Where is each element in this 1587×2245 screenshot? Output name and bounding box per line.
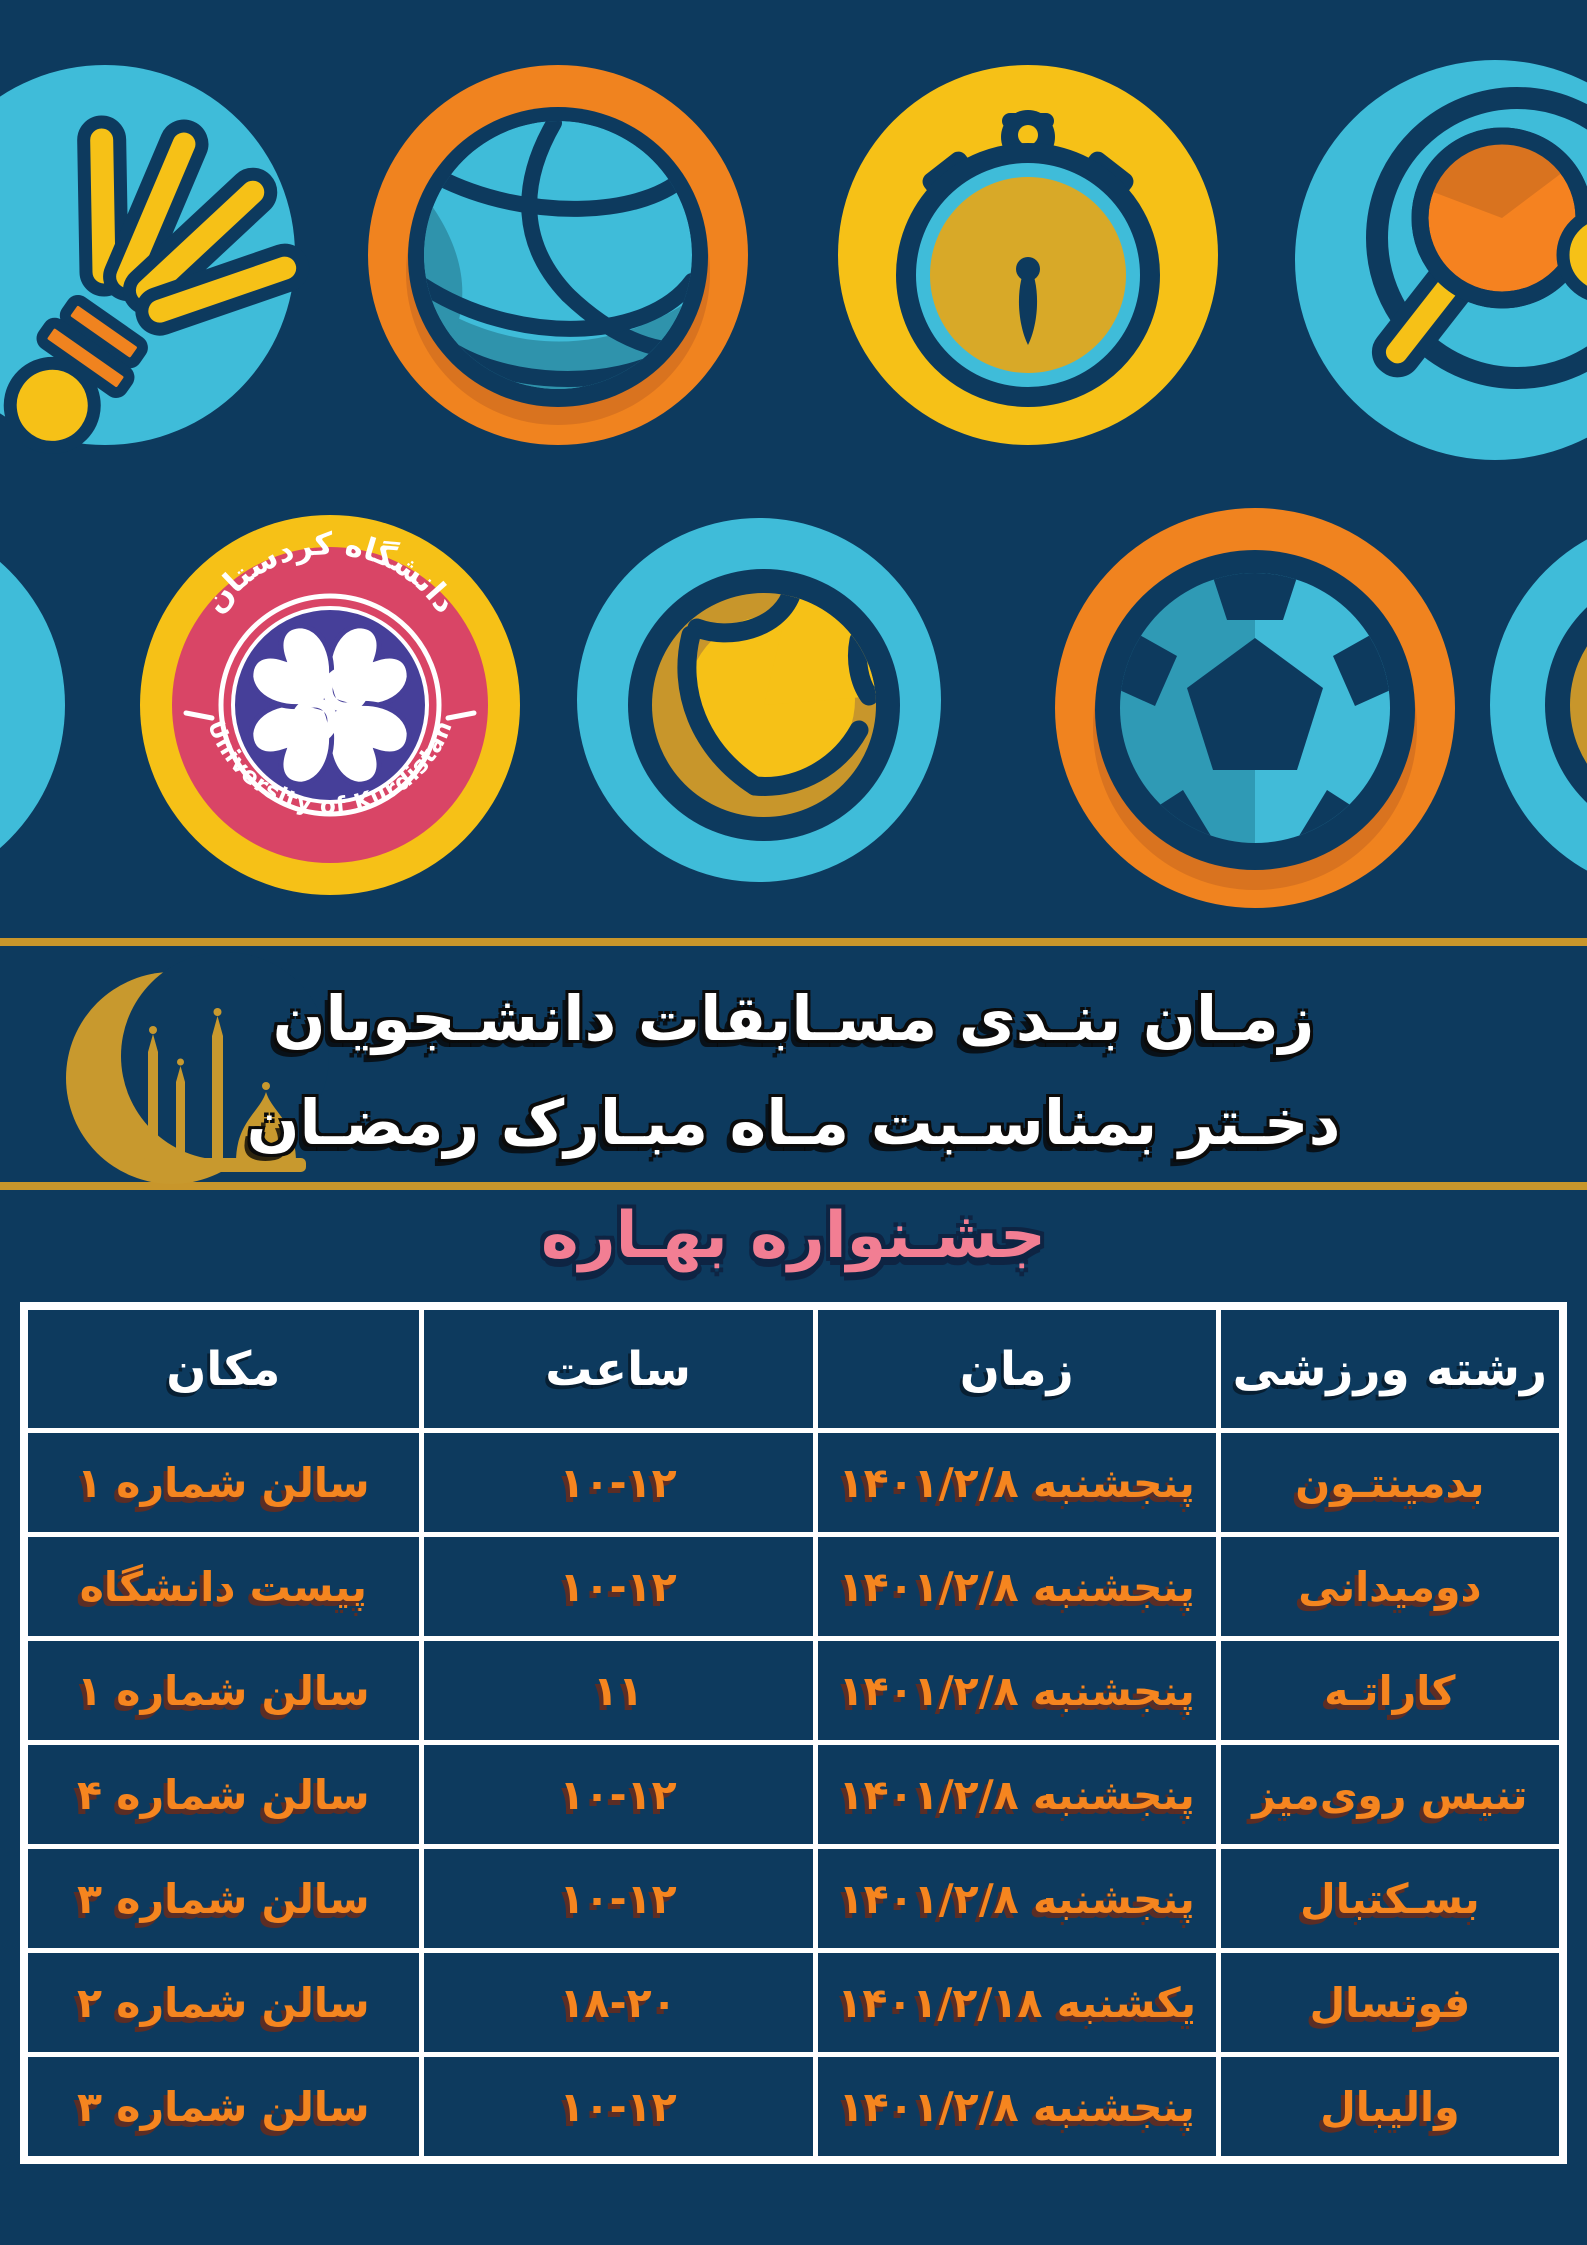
cell-time: ۱۰-۱۲ [418, 1532, 818, 1641]
cell-sport: دومیدانی [1215, 1532, 1566, 1641]
column-header-sport: رشته ورزشی [1215, 1303, 1566, 1433]
football-icon [1055, 508, 1455, 908]
cell-sport: تنیس روی‌میز [1215, 1740, 1566, 1849]
cell-sport: کاراتـه [1215, 1636, 1566, 1745]
table-row: بسـکتبال پنجشنبه ۱۴۰۱/۲/۸ ۱۰-۱۲ سالن شما… [21, 1844, 1566, 1953]
badminton-shuttlecock-icon [0, 65, 310, 454]
schedule-table: رشته ورزشی زمان ساعت مکان بدمینتـون پنجش… [20, 1302, 1567, 2164]
cell-time: ۱۰-۱۲ [418, 2052, 818, 2163]
cell-place: سالن شماره ۱ [21, 1636, 424, 1745]
cell-place: پیست دانشگاه [21, 1532, 424, 1641]
cell-sport: فوتسال [1215, 1948, 1566, 2057]
cell-date: پنجشنبه ۱۴۰۱/۲/۸ [812, 1636, 1221, 1745]
banner-top-rule [0, 938, 1587, 946]
banner-bottom-rule [0, 1182, 1587, 1190]
cell-place: سالن شماره ۳ [21, 2052, 424, 2163]
tennis-ball-icon [577, 518, 941, 882]
table-row: والیبال پنجشنبه ۱۴۰۱/۲/۸ ۱۰-۱۲ سالن شمار… [21, 2052, 1566, 2163]
cell-date: پنجشنبه ۱۴۰۱/۲/۸ [812, 1844, 1221, 1953]
cell-sport: بسـکتبال [1215, 1844, 1566, 1953]
cell-place: سالن شماره ۱ [21, 1428, 424, 1537]
table-header-row: رشته ورزشی زمان ساعت مکان [21, 1303, 1566, 1433]
table-row: تنیس روی‌میز پنجشنبه ۱۴۰۱/۲/۸ ۱۰-۱۲ سالن… [21, 1740, 1566, 1849]
cell-date: پنجشنبه ۱۴۰۱/۲/۸ [812, 1740, 1221, 1849]
cell-date: پنجشنبه ۱۴۰۱/۲/۸ [812, 1428, 1221, 1537]
partial-circle-left-icon [0, 561, 65, 849]
table-row: فوتسال یکشنبه ۱۴۰۱/۲/۱۸ ۱۸-۲۰ سالن شماره… [21, 1948, 1566, 2057]
university-of-kurdistan-logo: دانشگاه کردستان University of Kurdistan [140, 515, 520, 895]
cell-sport: والیبال [1215, 2052, 1566, 2163]
cell-time: ۱۰-۱۲ [418, 1428, 818, 1537]
cell-place: سالن شماره ۲ [21, 1948, 424, 2057]
logo-knot-emblem [248, 623, 412, 787]
partial-circle-right-icon [1490, 539, 1587, 871]
table-row: دومیدانی پنجشنبه ۱۴۰۱/۲/۸ ۱۰-۱۲ پیست دان… [21, 1532, 1566, 1641]
table-row: کاراتـه پنجشنبه ۱۴۰۱/۲/۸ ۱۱ سالن شماره ۱ [21, 1636, 1566, 1745]
festival-title: جشـنواره بهـاره [540, 1199, 1047, 1273]
column-header-time: ساعت [418, 1303, 818, 1433]
cell-time: ۱۸-۲۰ [418, 1948, 818, 2057]
column-header-date: زمان [812, 1303, 1221, 1433]
column-header-place: مکان [21, 1303, 424, 1433]
cell-time: ۱۰-۱۲ [418, 1740, 818, 1849]
cell-sport: بدمینتـون [1215, 1428, 1566, 1537]
banner-title-line2: دخـتر بمناسـبت مـاه مبـارک رمضـان [246, 1086, 1341, 1159]
crescent-mosque-icon [66, 952, 329, 1184]
cell-date: پنجشنبه ۱۴۰۱/۲/۸ [812, 1532, 1221, 1641]
banner-title-line1: زمـان بنـدی مسـابقات دانشـجویان [272, 982, 1315, 1055]
table-tennis-paddle-icon [1295, 60, 1587, 460]
volleyball-icon [368, 65, 748, 445]
cell-date: پنجشنبه ۱۴۰۱/۲/۸ [812, 2052, 1221, 2163]
cell-place: سالن شماره ۳ [21, 1844, 424, 1953]
table-row: بدمینتـون پنجشنبه ۱۴۰۱/۲/۸ ۱۰-۱۲ سالن شم… [21, 1428, 1566, 1537]
cell-date: یکشنبه ۱۴۰۱/۲/۱۸ [812, 1948, 1221, 2057]
cell-time: ۱۱ [418, 1636, 818, 1745]
stopwatch-icon [838, 65, 1218, 445]
cell-time: ۱۰-۱۲ [418, 1844, 818, 1953]
cell-place: سالن شماره ۴ [21, 1740, 424, 1849]
